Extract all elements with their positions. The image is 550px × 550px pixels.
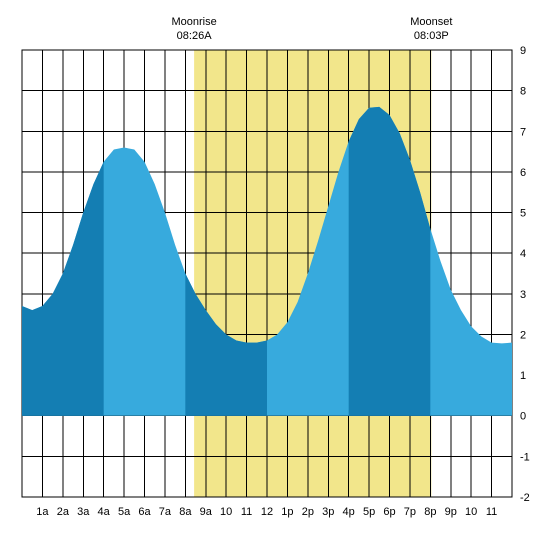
y-tick-label: 2	[520, 329, 526, 341]
y-tick-label: 5	[520, 208, 526, 220]
tide-chart: Moonrise 08:26A Moonset 08:03P -2-101234…	[0, 0, 550, 550]
x-tick-label: 10	[220, 506, 232, 518]
x-tick-label: 2p	[302, 506, 314, 518]
x-tick-label: 9a	[200, 506, 213, 518]
y-tick-label: 8	[520, 86, 526, 98]
x-tick-label: 4p	[343, 506, 355, 518]
y-tick-label: 4	[520, 248, 526, 260]
x-tick-label: 11	[486, 506, 497, 518]
x-tick-label: 12	[261, 506, 273, 518]
x-tick-label: 6a	[138, 506, 151, 518]
x-tick-label: 3a	[77, 506, 90, 518]
x-tick-label: 5p	[363, 506, 375, 518]
x-tick-label: 1p	[281, 506, 293, 518]
chart-svg: -2-101234567891a2a3a4a5a6a7a8a9a1011121p…	[0, 0, 550, 550]
y-tick-label: 0	[520, 411, 526, 423]
y-tick-label: 3	[520, 289, 526, 301]
y-tick-label: 7	[520, 126, 526, 138]
x-tick-label: 11	[241, 506, 252, 518]
y-tick-label: -1	[520, 451, 530, 463]
x-tick-label: 6p	[383, 506, 395, 518]
x-tick-label: 4a	[98, 506, 111, 518]
y-tick-label: 1	[520, 370, 526, 382]
y-tick-label: 9	[520, 45, 526, 57]
x-tick-label: 8p	[424, 506, 436, 518]
moonrise-annotation: Moonrise 08:26A	[159, 16, 229, 44]
x-tick-label: 5a	[118, 506, 131, 518]
y-tick-label: -2	[520, 492, 530, 504]
moonset-annotation: Moonset 08:03P	[396, 16, 466, 44]
x-tick-label: 7a	[159, 506, 172, 518]
x-tick-label: 10	[465, 506, 477, 518]
x-tick-label: 8a	[179, 506, 192, 518]
x-tick-label: 1a	[36, 506, 49, 518]
x-tick-label: 9p	[445, 506, 457, 518]
x-tick-label: 2a	[57, 506, 70, 518]
y-tick-label: 6	[520, 167, 526, 179]
x-tick-label: 7p	[404, 506, 416, 518]
x-tick-label: 3p	[322, 506, 334, 518]
